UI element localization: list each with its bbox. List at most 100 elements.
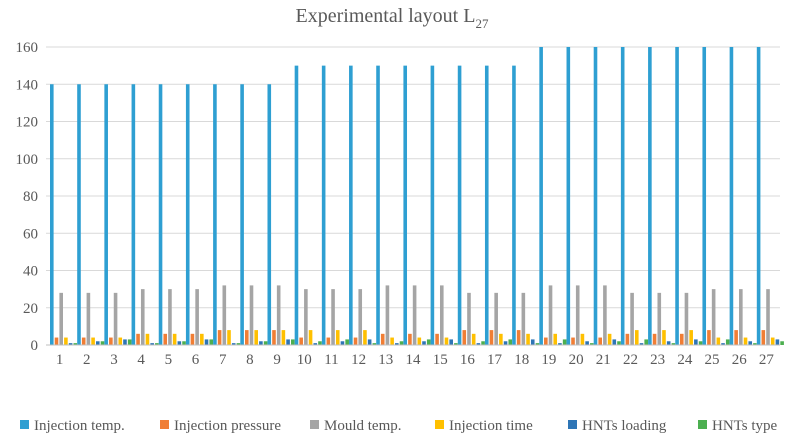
bar-hnts-loading-26 <box>748 341 753 345</box>
bar-hnts-type-25 <box>725 339 730 345</box>
bar-injection-pressure-18 <box>516 330 521 345</box>
bar-injection-pressure-10 <box>299 337 303 345</box>
bar-injection-temp-7 <box>213 84 217 345</box>
legend-label: Injection pressure <box>174 418 281 434</box>
bar-injection-pressure-5 <box>163 333 168 345</box>
bar-mould-temp-14 <box>412 285 417 345</box>
bar-injection-temp-2 <box>77 84 81 345</box>
bar-hnts-loading-19 <box>558 343 562 345</box>
bar-injection-pressure-16 <box>462 330 467 345</box>
bar-injection-time-22 <box>634 330 639 345</box>
x-tick-label: 20 <box>569 352 584 368</box>
bar-hnts-type-22 <box>644 339 648 345</box>
bar-injection-pressure-7 <box>217 330 222 345</box>
bar-injection-pressure-15 <box>435 333 439 345</box>
bar-mould-temp-23 <box>657 292 662 345</box>
bar-injection-time-15 <box>444 337 449 345</box>
bar-injection-pressure-17 <box>489 330 494 345</box>
bar-hnts-loading-27 <box>775 339 780 345</box>
bar-hnts-loading-17 <box>503 341 508 345</box>
legend-label: Injection temp. <box>34 418 125 434</box>
bar-mould-temp-20 <box>575 285 580 345</box>
bar-mould-temp-7 <box>222 285 227 345</box>
y-tick-label: 160 <box>16 40 39 56</box>
bar-injection-time-5 <box>172 333 177 345</box>
y-tick-label: 80 <box>23 189 38 205</box>
bar-injection-temp-14 <box>403 65 408 346</box>
x-axis-ticks: 1 2 3 4 5 6 7 8 9 10 11 12 13 14 15 16 17 18 19 20 21 22 23 24 2… <box>56 352 775 368</box>
bar-injection-time-17 <box>499 333 503 345</box>
y-tick-label: 120 <box>16 115 39 131</box>
bar-hnts-loading-11 <box>340 341 345 345</box>
bar-injection-time-7 <box>227 330 231 345</box>
x-tick-label: 18 <box>514 352 529 368</box>
x-tick-label: 25 <box>705 352 720 368</box>
bar-injection-time-8 <box>254 330 258 345</box>
bar-injection-pressure-22 <box>625 333 630 345</box>
bar-hnts-type-19 <box>562 339 567 345</box>
bar-hnts-type-23 <box>671 343 676 345</box>
bar-hnts-type-24 <box>698 341 703 345</box>
bar-injection-temp-15 <box>430 65 435 346</box>
bar-injection-time-26 <box>743 337 748 345</box>
bar-hnts-type-12 <box>372 343 377 345</box>
bar-injection-time-11 <box>335 330 340 345</box>
bar-injection-temp-27 <box>756 47 761 345</box>
bar-injection-time-12 <box>363 330 367 345</box>
bar-hnts-loading-23 <box>666 341 671 345</box>
x-tick-label: 26 <box>732 352 748 368</box>
bar-mould-temp-18 <box>521 292 526 345</box>
bar-hnts-type-8 <box>263 341 268 345</box>
bar-injection-time-18 <box>526 333 530 345</box>
bar-injection-temp-9 <box>267 84 272 345</box>
bar-mould-temp-27 <box>766 289 770 346</box>
x-tick-label: 24 <box>677 352 693 368</box>
bar-mould-temp-1 <box>59 292 63 345</box>
bar-injection-temp-19 <box>539 47 543 345</box>
bar-hnts-type-20 <box>590 343 594 345</box>
bar-hnts-loading-20 <box>585 341 589 345</box>
bar-hnts-loading-12 <box>367 339 372 345</box>
bar-hnts-loading-25 <box>721 343 725 345</box>
bar-injection-pressure-20 <box>571 337 575 345</box>
bar-mould-temp-8 <box>249 285 254 345</box>
bar-injection-temp-6 <box>185 84 190 345</box>
x-tick-label: 16 <box>460 352 476 368</box>
y-tick-label: 140 <box>16 77 39 93</box>
bar-hnts-loading-2 <box>95 341 100 345</box>
x-tick-label: 23 <box>650 352 665 368</box>
bar-mould-temp-10 <box>304 289 308 346</box>
bar-injection-time-14 <box>417 337 422 345</box>
bar-hnts-type-6 <box>209 339 214 345</box>
y-tick-label: 20 <box>23 301 38 317</box>
bar-hnts-loading-21 <box>612 339 617 345</box>
x-tick-label: 10 <box>297 352 312 368</box>
bar-mould-temp-16 <box>467 292 471 345</box>
bar-injection-time-6 <box>200 333 204 345</box>
grid-lines <box>46 46 780 309</box>
x-tick-label: 4 <box>137 352 145 368</box>
bar-hnts-loading-8 <box>259 341 263 345</box>
bar-hnts-type-27 <box>780 341 784 345</box>
bar-hnts-loading-15 <box>449 339 453 345</box>
bar-mould-temp-15 <box>439 285 444 345</box>
bar-mould-temp-13 <box>385 285 390 345</box>
x-tick-label: 17 <box>487 352 503 368</box>
bar-injection-temp-13 <box>376 65 380 346</box>
y-tick-label: 0 <box>31 338 39 354</box>
bar-hnts-type-4 <box>155 343 159 345</box>
bar-injection-pressure-19 <box>544 337 548 345</box>
bar-injection-temp-24 <box>675 47 679 345</box>
bar-hnts-loading-16 <box>476 343 481 345</box>
bar-injection-pressure-1 <box>54 337 59 345</box>
bar-injection-pressure-8 <box>245 330 249 345</box>
bar-injection-temp-25 <box>702 47 707 345</box>
bar-hnts-loading-22 <box>639 343 644 345</box>
legend: Injection temp. Injection pressure Mould t… <box>20 418 778 434</box>
bar-mould-temp-4 <box>140 289 145 346</box>
bar-injection-temp-26 <box>729 47 734 345</box>
bar-injection-pressure-14 <box>408 333 412 345</box>
bar-injection-pressure-11 <box>326 337 331 345</box>
x-tick-label: 12 <box>351 352 366 368</box>
